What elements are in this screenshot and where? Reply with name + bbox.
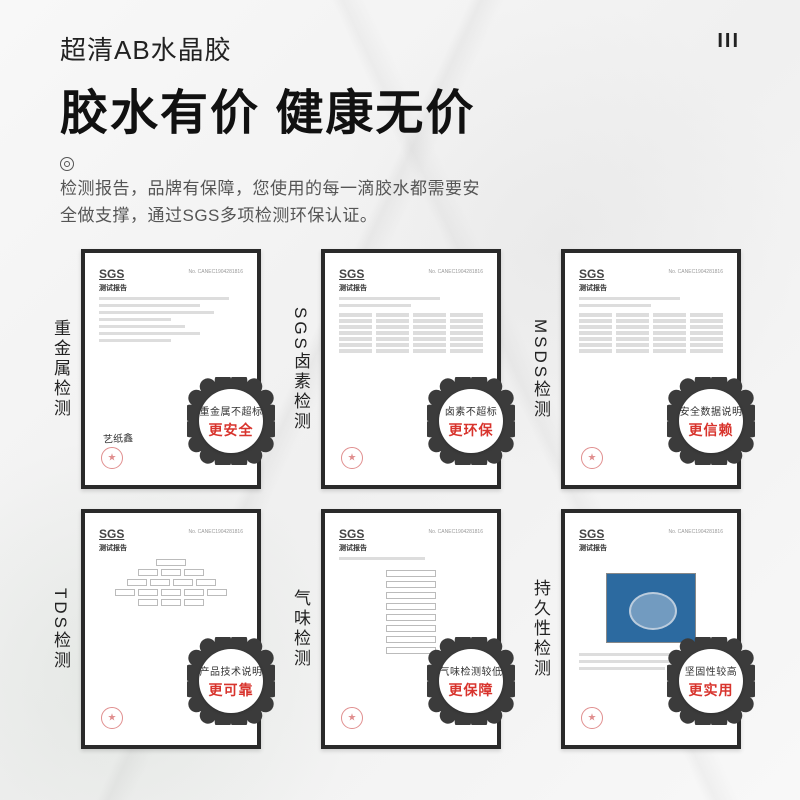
red-stamp-icon	[101, 447, 123, 469]
cert-frame: SGS No. CANEC1904281816 测试报告 产品技术说明 更可靠	[81, 509, 261, 749]
cert-label: 气味检测	[288, 589, 313, 669]
signature: 艺纸鑫	[103, 430, 134, 447]
cert-badge: 卤素不超标 更环保	[427, 377, 515, 465]
cert-label: 持久性检测	[528, 579, 553, 679]
certificate-cell: TDS检测 SGS No. CANEC1904281816 测试报告 产品技术说…	[48, 509, 272, 749]
certificate-grid: 重金属检测 SGS No. CANEC1904281816 测试报告 艺纸鑫 重…	[0, 229, 800, 779]
cert-frame: SGS No. CANEC1904281816 测试报告 安全数据说明 更信赖	[561, 249, 741, 489]
badge-caption: 卤素不超标	[445, 403, 498, 418]
target-icon	[60, 157, 74, 171]
badge-highlight: 更可靠	[209, 680, 254, 700]
badge-highlight: 更安全	[209, 420, 254, 440]
cert-badge: 安全数据说明 更信赖	[667, 377, 755, 465]
red-stamp-icon	[341, 447, 363, 469]
description-line1: 检测报告，品牌有保障，您使用的每一滴胶水都需要安	[60, 175, 740, 202]
badge-caption: 安全数据说明	[680, 403, 743, 418]
red-stamp-icon	[581, 707, 603, 729]
badge-caption: 产品技术说明	[200, 663, 263, 678]
cert-frame: SGS No. CANEC1904281816 测试报告 卤素不超标 更环保	[321, 249, 501, 489]
cert-frame: SGS No. CANEC1904281816 测试报告 气味检测较低 更保障	[321, 509, 501, 749]
cert-label: MSDS检测	[528, 319, 553, 420]
cert-label: SGS卤素检测	[288, 307, 313, 432]
badge-highlight: 更信赖	[689, 420, 734, 440]
cert-badge: 重金属不超标 更安全	[187, 377, 275, 465]
cert-badge: 气味检测较低 更保障	[427, 637, 515, 725]
subtitle: 超清AB水晶胶	[60, 30, 740, 67]
cert-frame: SGS No. CANEC1904281816 测试报告 艺纸鑫 重金属不超标 …	[81, 249, 261, 489]
certificate-cell: 重金属检测 SGS No. CANEC1904281816 测试报告 艺纸鑫 重…	[48, 249, 272, 489]
badge-highlight: 更保障	[449, 680, 494, 700]
main-title: 胶水有价 健康无价	[60, 73, 740, 143]
cert-frame: SGS No. CANEC1904281816 测试报告 坚固性较高 更实用	[561, 509, 741, 749]
cert-heading: 测试报告	[99, 543, 243, 553]
certificate-cell: SGS卤素检测 SGS No. CANEC1904281816 测试报告 卤素不…	[288, 249, 512, 489]
badge-caption: 坚固性较高	[685, 663, 738, 678]
badge-highlight: 更实用	[689, 680, 734, 700]
certificate-cell: 持久性检测 SGS No. CANEC1904281816 测试报告 坚固性较高…	[528, 509, 752, 749]
cert-label: TDS检测	[48, 588, 73, 671]
badge-caption: 重金属不超标	[200, 403, 263, 418]
cert-heading: 测试报告	[339, 543, 483, 553]
red-stamp-icon	[581, 447, 603, 469]
cert-label: 重金属检测	[48, 319, 73, 419]
badge-highlight: 更环保	[449, 420, 494, 440]
badge-caption: 气味检测较低	[440, 663, 503, 678]
red-stamp-icon	[101, 707, 123, 729]
cert-heading: 测试报告	[339, 283, 483, 293]
description-line2: 全做支撑，通过SGS多项检测环保认证。	[60, 202, 740, 229]
header: 超清AB水晶胶 胶水有价 健康无价 检测报告，品牌有保障，您使用的每一滴胶水都需…	[0, 0, 800, 229]
certificate-cell: MSDS检测 SGS No. CANEC1904281816 测试报告 安全数据…	[528, 249, 752, 489]
red-stamp-icon	[341, 707, 363, 729]
cert-badge: 坚固性较高 更实用	[667, 637, 755, 725]
certificate-cell: 气味检测 SGS No. CANEC1904281816 测试报告 气味检测较低…	[288, 509, 512, 749]
cert-heading: 测试报告	[579, 283, 723, 293]
cert-heading: 测试报告	[99, 283, 243, 293]
cert-heading: 测试报告	[579, 543, 723, 553]
sample-photo	[606, 573, 696, 643]
cert-badge: 产品技术说明 更可靠	[187, 637, 275, 725]
